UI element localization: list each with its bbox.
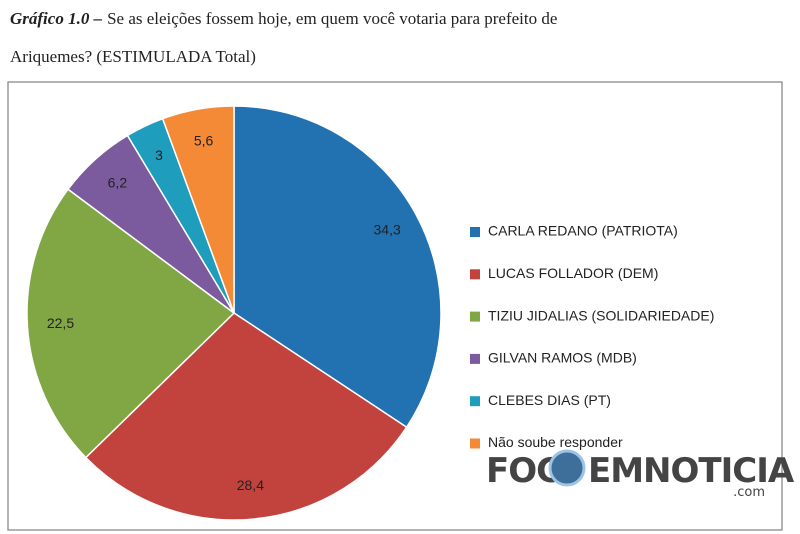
data-label: 28,4 [237,477,264,493]
data-label: 22,5 [47,315,74,331]
watermark-right: EMNOTICIA [588,451,795,491]
legend-swatch [470,269,480,280]
title-line-2: Ariquemes? (ESTIMULADA Total) [10,47,256,66]
legend-swatch [470,353,480,364]
legend: CARLA REDANO (PATRIOTA) LUCAS FOLLADOR (D… [470,223,714,450]
legend-label: CLEBES DIAS (PT) [488,392,611,408]
pie-slice [161,105,235,314]
legend-label: GILVAN RAMOS (MDB) [488,350,637,366]
watermark-suffix: .com [733,485,765,500]
data-label: 6,2 [108,175,128,191]
data-label: 5,6 [194,133,214,149]
legend-swatch [470,396,480,407]
legend-label: Não soube responder [488,434,623,450]
legend-swatch [470,227,480,237]
legend-label: LUCAS FOLLADOR (DEM) [488,265,658,281]
watermark-left: FOC [486,451,560,491]
data-label: 3 [155,147,163,163]
data-label: 34,3 [374,221,401,237]
legend-swatch [470,311,480,322]
pie: 34,3 28,4 22,5 6,2 3 5,6 [26,105,442,521]
legend-swatch [470,438,480,449]
watermark-globe [548,449,586,487]
legend-label: TIZIU JIDALIAS (SOLIDARIEDADE) [488,307,714,323]
watermark: FOC EMNOTICIA .com [486,449,796,500]
legend-label: CARLA REDANO (PATRIOTA) [488,223,678,239]
title-prefix: Gráfico 1.0 – [10,9,103,28]
title-line: Gráfico 1.0 – Se as eleições fossem hoje,… [10,9,557,28]
pie-slice [26,188,236,459]
pie-slice [84,312,408,521]
title-text: Se as eleições fossem hoje, em quem você… [107,9,557,28]
